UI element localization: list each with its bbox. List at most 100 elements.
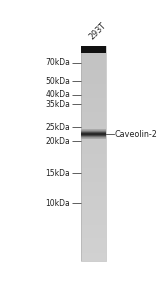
Bar	[81, 66, 106, 67]
Bar	[81, 170, 106, 171]
Bar	[81, 224, 106, 225]
Bar	[81, 104, 106, 105]
Bar	[81, 162, 106, 163]
Bar	[81, 166, 106, 167]
Bar	[81, 53, 106, 54]
Bar	[81, 249, 106, 250]
Bar	[81, 192, 106, 193]
Bar	[81, 65, 106, 66]
Bar	[81, 220, 106, 221]
Bar	[81, 185, 106, 186]
Bar	[81, 172, 106, 173]
Bar	[81, 62, 106, 63]
Bar	[81, 111, 106, 112]
Bar	[81, 136, 106, 137]
Bar	[81, 169, 106, 170]
Bar	[81, 116, 106, 117]
Bar	[81, 98, 106, 99]
Bar	[81, 122, 106, 123]
Bar	[81, 187, 106, 188]
Bar	[81, 248, 106, 249]
Bar	[81, 178, 106, 180]
Bar	[81, 254, 106, 256]
Bar	[81, 187, 106, 188]
Bar	[81, 250, 106, 251]
Bar	[81, 103, 106, 104]
Text: 70kDa: 70kDa	[45, 58, 70, 67]
Bar	[81, 208, 106, 209]
Bar	[81, 202, 106, 203]
Bar	[81, 147, 106, 148]
Bar	[81, 85, 106, 86]
Bar	[81, 134, 106, 135]
Bar	[81, 67, 106, 68]
Bar	[81, 217, 106, 218]
Bar	[81, 159, 106, 160]
Bar	[81, 151, 106, 152]
Bar	[81, 134, 106, 135]
Bar	[81, 52, 106, 53]
Bar	[81, 80, 106, 81]
Bar	[81, 259, 106, 260]
Bar	[81, 210, 106, 211]
Bar	[81, 154, 106, 155]
Bar	[81, 253, 106, 254]
Bar	[81, 103, 106, 104]
Bar	[81, 148, 106, 149]
Bar	[81, 181, 106, 182]
Bar	[81, 110, 106, 111]
Bar	[81, 60, 106, 61]
Bar	[81, 118, 106, 119]
Bar	[81, 77, 106, 78]
Bar	[81, 234, 106, 235]
Bar	[81, 136, 106, 137]
Text: 25kDa: 25kDa	[46, 123, 70, 132]
Bar	[81, 68, 106, 69]
Bar	[81, 47, 106, 48]
Bar	[81, 230, 106, 231]
Bar	[81, 48, 106, 49]
Bar	[81, 115, 106, 116]
Bar	[81, 252, 106, 253]
Bar	[81, 46, 106, 47]
Bar	[81, 64, 106, 65]
Bar	[81, 256, 106, 257]
Bar	[81, 173, 106, 174]
Bar	[81, 93, 106, 94]
Bar	[81, 231, 106, 232]
Bar	[81, 131, 106, 132]
Bar	[81, 138, 106, 139]
Bar	[81, 145, 106, 146]
Bar	[81, 107, 106, 108]
Bar	[81, 92, 106, 93]
Bar	[81, 114, 106, 115]
Bar	[81, 119, 106, 120]
Text: Caveolin-2: Caveolin-2	[115, 130, 158, 139]
Bar	[81, 225, 106, 226]
Bar	[81, 135, 106, 136]
Bar	[81, 83, 106, 84]
Bar	[81, 160, 106, 161]
Bar	[81, 129, 106, 130]
Bar	[81, 70, 106, 71]
Bar	[81, 190, 106, 191]
Bar	[81, 258, 106, 259]
Bar	[81, 128, 106, 129]
Bar	[81, 189, 106, 190]
Bar	[81, 242, 106, 243]
Bar	[81, 195, 106, 196]
Text: 293T: 293T	[87, 21, 108, 42]
Bar	[81, 100, 106, 101]
Bar	[81, 59, 106, 60]
Bar	[81, 180, 106, 181]
Bar	[81, 78, 106, 79]
Bar	[81, 161, 106, 162]
Bar	[81, 156, 106, 157]
Bar	[81, 204, 106, 205]
Bar	[81, 58, 106, 59]
Bar	[81, 194, 106, 195]
Bar	[81, 229, 106, 230]
Bar	[81, 56, 106, 57]
Bar	[81, 130, 106, 131]
Bar	[81, 227, 106, 228]
